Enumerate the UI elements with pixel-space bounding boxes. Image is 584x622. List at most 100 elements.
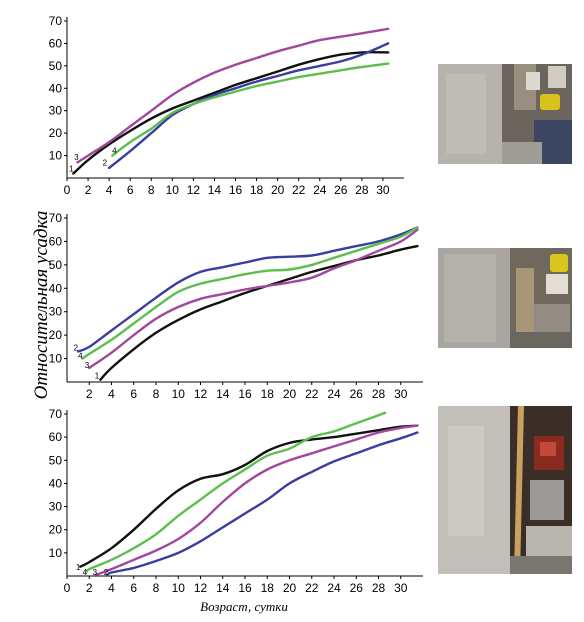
y-tick-label: 20 <box>49 126 63 140</box>
y-tick-label: 40 <box>49 476 63 490</box>
x-tick-label: 4 <box>106 183 113 197</box>
series-line-4 <box>111 62 390 157</box>
x-tick-label: 10 <box>172 581 186 595</box>
photo-plaster-wall-bottom <box>438 406 572 574</box>
y-tick-label: 60 <box>49 234 63 248</box>
curve-number-label: 4 <box>78 352 83 361</box>
y-tick-label: 50 <box>49 59 63 73</box>
y-tick-label: 50 <box>49 453 63 467</box>
curve-number-label: 1 <box>76 563 81 572</box>
x-tick-label: 28 <box>355 183 369 197</box>
x-tick-label: 6 <box>130 387 137 401</box>
y-tick-label: 40 <box>49 81 63 95</box>
x-tick-label: 0 <box>64 581 71 595</box>
series-line-3 <box>94 424 419 576</box>
x-tick-label: 2 <box>86 581 93 595</box>
x-tick-label: 28 <box>372 581 386 595</box>
x-tick-label: 14 <box>216 581 230 595</box>
x-tick-label: 30 <box>394 387 408 401</box>
y-tick-label: 10 <box>49 546 63 560</box>
curve-number-label: 3 <box>93 568 98 577</box>
x-tick-label: 26 <box>350 387 364 401</box>
series-line-1 <box>79 424 419 568</box>
x-tick-label: 22 <box>305 581 319 595</box>
x-tick-label: 20 <box>283 387 297 401</box>
series-line-3 <box>88 228 419 370</box>
x-tick-label: 16 <box>229 183 243 197</box>
x-tick-label: 28 <box>372 387 386 401</box>
series-line-1 <box>72 51 390 175</box>
x-tick-label: 22 <box>292 183 306 197</box>
x-tick-label: 12 <box>194 387 208 401</box>
x-tick-label: 24 <box>313 183 327 197</box>
series-line-3 <box>76 27 390 164</box>
curve-number-label: 1 <box>95 371 100 380</box>
curve-number-label: 4 <box>83 568 88 577</box>
x-tick-label: 18 <box>250 183 264 197</box>
x-tick-label: 20 <box>283 581 297 595</box>
curve-number-label: 2 <box>103 159 108 168</box>
y-tick-label: 10 <box>49 149 63 163</box>
x-tick-label: 6 <box>130 581 137 595</box>
x-tick-label: 12 <box>187 183 201 197</box>
y-tick-label: 60 <box>49 430 63 444</box>
x-tick-label: 2 <box>86 387 93 401</box>
curve-number-label: 2 <box>104 568 109 577</box>
x-tick-label: 18 <box>261 387 275 401</box>
photo-plaster-wall-middle <box>438 248 572 348</box>
x-tick-label: 14 <box>216 387 230 401</box>
x-tick-label: 26 <box>350 581 364 595</box>
x-axis-title: Возраст, сутки <box>200 599 288 614</box>
x-tick-label: 8 <box>148 183 155 197</box>
x-tick-label: 12 <box>194 581 208 595</box>
photo-plaster-wall-top <box>438 64 572 164</box>
x-tick-label: 30 <box>376 183 390 197</box>
y-tick-label: 50 <box>49 258 63 272</box>
y-tick-label: 70 <box>49 14 63 28</box>
series-line-1 <box>99 244 419 381</box>
x-tick-label: 26 <box>334 183 348 197</box>
y-tick-label: 70 <box>49 211 63 225</box>
series-line-2 <box>105 431 419 576</box>
x-tick-label: 4 <box>108 581 115 595</box>
y-tick-label: 70 <box>49 407 63 421</box>
y-tick-label: 30 <box>49 305 63 319</box>
y-tick-label: 60 <box>49 36 63 50</box>
x-tick-label: 16 <box>238 387 252 401</box>
x-tick-label: 22 <box>305 387 319 401</box>
curve-number-label: 3 <box>74 153 79 162</box>
y-tick-label: 40 <box>49 281 63 295</box>
x-tick-label: 4 <box>108 387 115 401</box>
x-tick-label: 2 <box>85 183 92 197</box>
y-tick-label: 20 <box>49 328 63 342</box>
curve-number-label: 1 <box>69 164 74 173</box>
curve-number-label: 4 <box>112 146 117 155</box>
x-tick-label: 10 <box>166 183 180 197</box>
x-tick-label: 30 <box>394 581 408 595</box>
y-axis-title: Относительная усадка <box>31 211 52 400</box>
x-tick-label: 8 <box>153 581 160 595</box>
x-tick-label: 16 <box>238 581 252 595</box>
y-tick-label: 30 <box>49 500 63 514</box>
series-line-4 <box>81 226 419 360</box>
curve-number-label: 2 <box>74 343 79 352</box>
x-tick-label: 10 <box>172 387 186 401</box>
y-tick-label: 20 <box>49 523 63 537</box>
x-tick-label: 14 <box>208 183 222 197</box>
x-tick-label: 8 <box>153 387 160 401</box>
x-tick-label: 0 <box>64 183 71 197</box>
x-tick-label: 20 <box>271 183 285 197</box>
x-tick-label: 6 <box>127 183 134 197</box>
series-line-2 <box>76 226 419 353</box>
y-tick-label: 10 <box>49 352 63 366</box>
curve-number-label: 3 <box>85 361 90 370</box>
x-tick-label: 18 <box>261 581 275 595</box>
series-line-4 <box>85 411 387 573</box>
x-tick-label: 24 <box>327 387 341 401</box>
series-line-2 <box>107 42 390 170</box>
x-tick-label: 24 <box>327 581 341 595</box>
